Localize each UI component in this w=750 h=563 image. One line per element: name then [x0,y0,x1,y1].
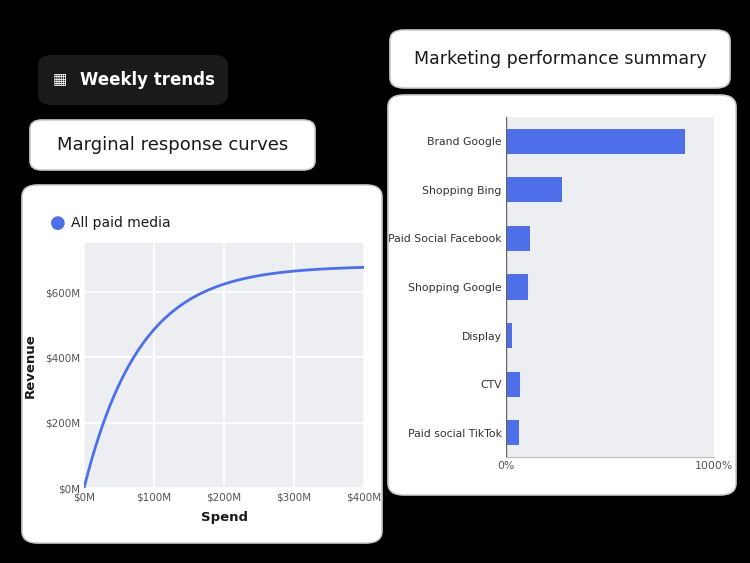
Bar [506,372,520,397]
Bar [506,226,530,251]
Text: ●: ● [50,214,66,232]
Text: All paid media: All paid media [71,216,170,230]
Bar [506,177,562,203]
Text: Weekly trends: Weekly trends [80,71,214,89]
Text: Marketing performance summary: Marketing performance summary [414,50,706,68]
Bar [506,420,519,445]
Text: Marginal response curves: Marginal response curves [57,136,288,154]
Y-axis label: Revenue: Revenue [23,333,36,398]
Text: ▦: ▦ [53,73,68,87]
Bar [506,323,512,348]
X-axis label: Spend: Spend [200,511,248,524]
Bar [506,129,685,154]
Bar [506,274,528,300]
